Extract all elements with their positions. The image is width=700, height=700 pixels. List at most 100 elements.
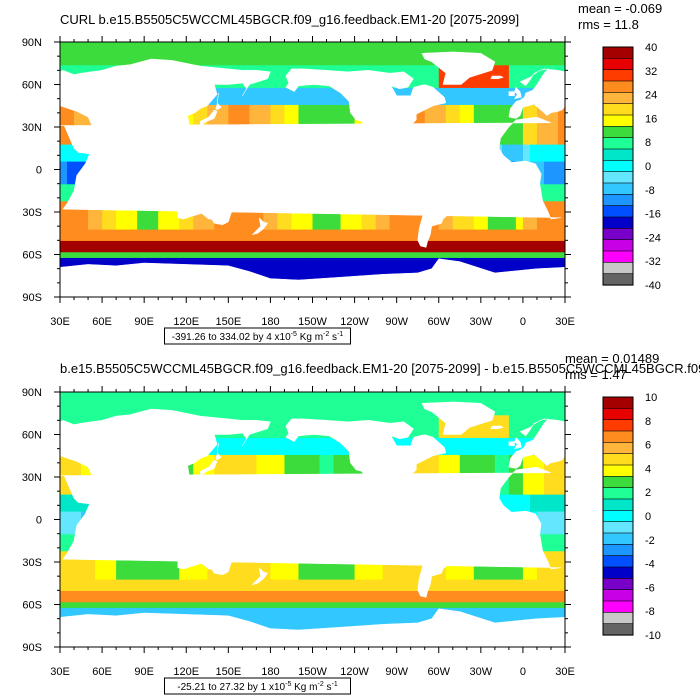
field-cell <box>368 590 377 597</box>
field-cell <box>130 584 138 591</box>
field-cell <box>543 172 552 179</box>
field-cell <box>256 246 264 253</box>
field-cell <box>522 251 531 258</box>
field-cell <box>270 584 279 591</box>
field-cell <box>368 613 377 620</box>
field-cell <box>515 149 524 156</box>
field-cell <box>74 121 82 128</box>
field-cell <box>137 53 145 60</box>
field-cell <box>536 251 545 258</box>
field-cell <box>550 132 559 139</box>
field-cell <box>81 257 89 264</box>
field-cell <box>179 246 187 253</box>
field-cell <box>151 234 159 241</box>
field-cell <box>326 618 335 625</box>
field-cell <box>235 47 243 54</box>
field-cell <box>228 590 236 597</box>
field-cell <box>102 579 110 586</box>
field-cell <box>382 562 391 569</box>
field-cell <box>60 579 68 586</box>
field-cell <box>382 64 391 71</box>
field-cell <box>543 189 552 196</box>
field-cell <box>536 144 545 151</box>
field-cell <box>508 613 517 620</box>
field-cell <box>361 229 370 236</box>
field-cell <box>473 584 482 591</box>
field-cell <box>494 98 503 105</box>
field-cell <box>368 42 377 49</box>
field-cell <box>319 573 328 580</box>
field-cell <box>550 42 559 49</box>
field-cell <box>543 263 552 270</box>
field-cell <box>459 110 468 117</box>
field-cell <box>487 81 496 88</box>
field-cell <box>74 573 82 580</box>
field-cell <box>333 64 342 71</box>
field-cell <box>361 601 370 608</box>
field-cell <box>165 567 173 574</box>
field-cell <box>109 234 117 241</box>
field-cell <box>501 240 510 247</box>
field-cell <box>438 246 447 253</box>
field-cell <box>256 240 264 247</box>
field-cell <box>494 618 503 625</box>
field-cell <box>543 115 552 122</box>
field-cell <box>333 257 342 264</box>
field-cell <box>172 567 180 574</box>
field-cell <box>501 138 510 145</box>
field-cell <box>557 127 565 134</box>
field-cell <box>452 234 461 241</box>
field-cell <box>501 601 510 608</box>
field-cell <box>333 229 342 236</box>
field-cell <box>508 579 517 586</box>
field-cell <box>333 217 342 224</box>
field-cell <box>536 178 545 185</box>
field-cell <box>522 601 531 608</box>
field-cell <box>543 206 552 213</box>
field-cell <box>207 601 215 608</box>
field-cell <box>305 240 314 247</box>
field-cell <box>529 138 538 145</box>
field-cell <box>333 263 342 270</box>
field-cell <box>263 601 272 608</box>
field-cell <box>60 172 68 179</box>
field-cell <box>123 573 131 580</box>
field-cell <box>298 268 307 275</box>
colorbar-swatch <box>602 273 634 286</box>
field-cell <box>326 579 335 586</box>
map-panel: CURL b.e15.B5505C5WCCML45BGCR.f09_g16.fe… <box>22 1 662 345</box>
field-cell <box>263 53 272 60</box>
field-cell <box>403 229 412 236</box>
field-cell <box>102 607 110 614</box>
field-cell <box>340 115 349 122</box>
field-cell <box>74 212 82 219</box>
field-cell <box>508 115 517 122</box>
field-cell <box>305 229 314 236</box>
field-cell <box>480 76 489 83</box>
field-cell <box>375 579 384 586</box>
field-cell <box>340 251 349 258</box>
field-cell <box>557 155 565 162</box>
field-cell <box>179 217 187 224</box>
field-cell <box>228 53 236 60</box>
field-cell <box>172 42 180 49</box>
field-cell <box>333 59 342 66</box>
field-cell <box>298 607 307 614</box>
field-cell <box>298 104 307 111</box>
field-cell <box>74 584 82 591</box>
field-cell <box>249 579 257 586</box>
field-cell <box>529 132 538 139</box>
field-cell <box>144 567 152 574</box>
field-cell <box>410 76 419 83</box>
field-cell <box>382 234 391 241</box>
field-cell <box>200 590 208 597</box>
field-cell <box>557 584 565 591</box>
field-cell <box>312 246 321 253</box>
field-cell <box>354 601 363 608</box>
field-cell <box>270 93 279 100</box>
field-cell <box>515 81 524 88</box>
field-cell <box>361 217 370 224</box>
field-cell <box>361 579 370 586</box>
field-cell <box>326 93 335 100</box>
field-cell <box>256 268 264 275</box>
